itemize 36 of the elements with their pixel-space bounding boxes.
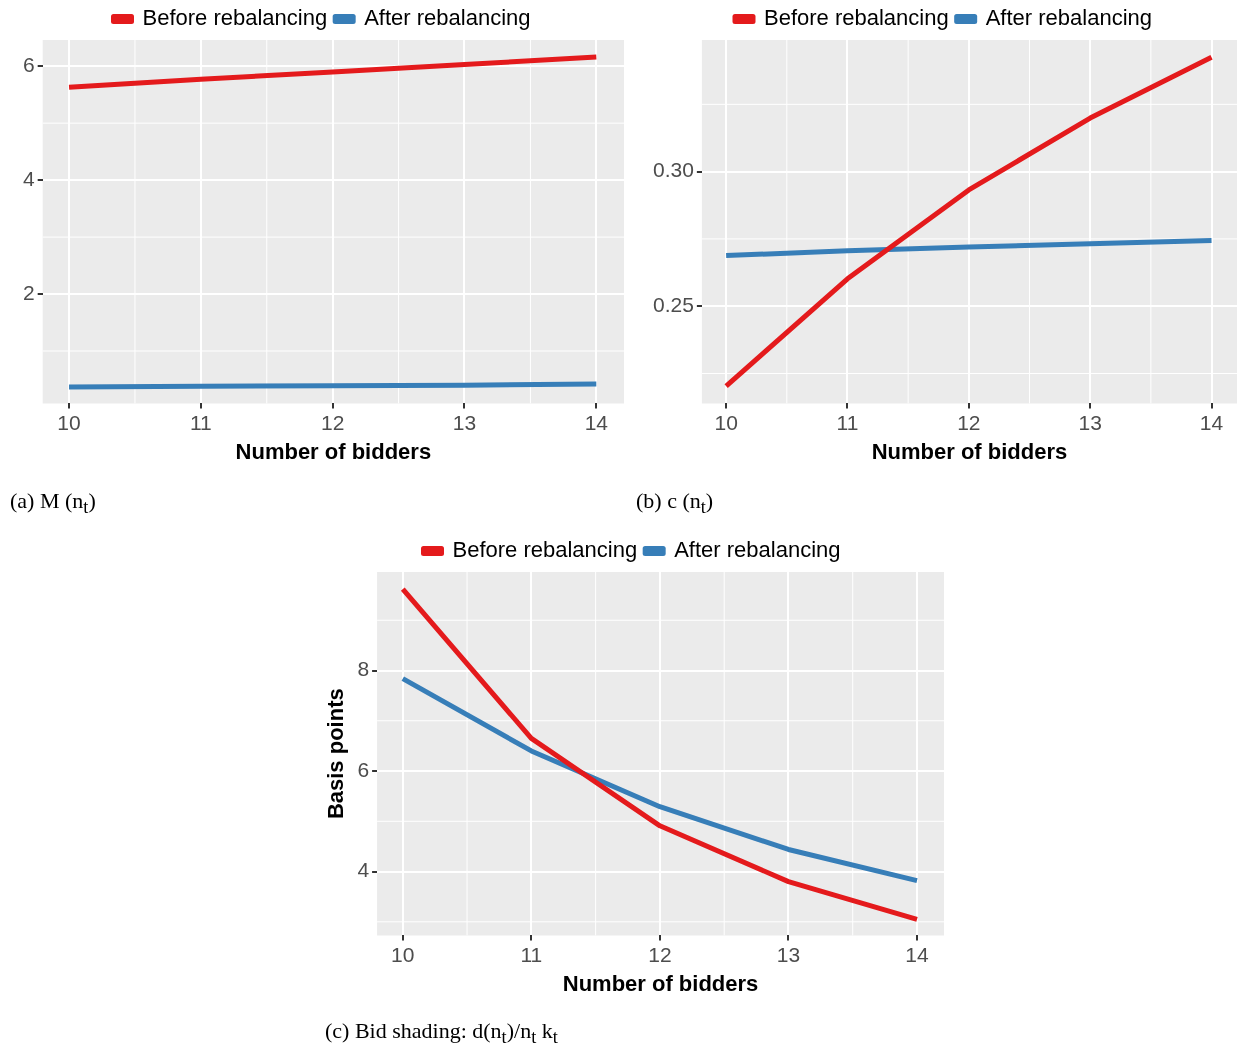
x-tick-label: 13: [776, 942, 801, 966]
legend-label: Before rebalancing: [452, 537, 638, 563]
x-axis-title: Number of bidders: [871, 438, 1068, 464]
x-tick-label: 11: [836, 410, 859, 434]
y-axis-title: Basis points: [323, 688, 349, 820]
y-tick-label: 8: [357, 657, 370, 681]
x-tick-label: 10: [391, 942, 415, 966]
y-tick-label: 6: [357, 757, 370, 781]
y-tick-label: 4: [357, 858, 370, 882]
y-tick-label: 2: [22, 280, 35, 304]
x-tick-label: 12: [957, 410, 981, 434]
legend-label: After rebalancing: [985, 5, 1153, 31]
x-tick-label: 12: [648, 942, 672, 966]
text: (c) Bid shading: d(n$_{t}$)/n$_{t}$ k$_{t}$: [325, 1018, 558, 1049]
y-tick-label: 0.25: [653, 293, 694, 317]
x-tick-label: 13: [1078, 410, 1102, 434]
y-tick-label: 6: [22, 53, 35, 76]
x-tick-label: 14: [1199, 410, 1224, 434]
x-axis-title: Number of bidders: [562, 970, 759, 996]
x-tick-label: 11: [189, 410, 212, 434]
legend-label: Before rebalancing: [142, 5, 328, 31]
x-tick-label: 10: [714, 410, 738, 434]
legend-label: After rebalancing: [674, 537, 841, 563]
legend-label: After rebalancing: [364, 5, 531, 31]
x-axis-title: Number of bidders: [235, 438, 432, 464]
y-tick-label: 4: [22, 166, 35, 190]
text: (b) c (n$_{t}$): [636, 488, 714, 519]
x-tick-label: 10: [57, 410, 81, 434]
x-tick-label: 11: [520, 942, 543, 966]
legend-label: Before rebalancing: [764, 5, 949, 31]
y-tick-label: 0.30: [653, 158, 694, 182]
x-tick-label: 12: [321, 410, 345, 434]
x-tick-label: 14: [905, 942, 929, 966]
text: (a) M (n$_{t}$): [10, 488, 96, 519]
x-tick-label: 13: [452, 410, 477, 434]
x-tick-label: 14: [584, 410, 609, 434]
